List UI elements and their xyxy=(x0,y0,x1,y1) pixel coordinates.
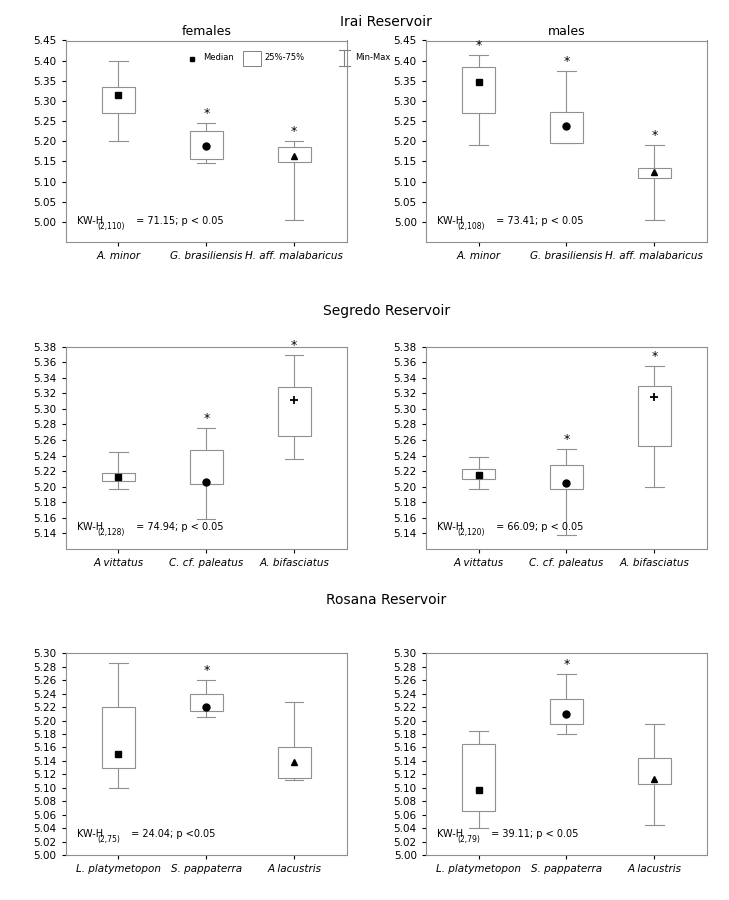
Text: (2,128): (2,128) xyxy=(97,528,125,537)
Bar xyxy=(190,450,223,484)
Text: KW-H: KW-H xyxy=(77,522,103,533)
Title: females: females xyxy=(182,25,231,38)
Bar xyxy=(461,744,495,811)
Text: *: * xyxy=(651,350,658,364)
Bar xyxy=(278,148,311,162)
Text: (2,120): (2,120) xyxy=(457,528,485,537)
Text: = 71.15; p < 0.05: = 71.15; p < 0.05 xyxy=(133,216,223,226)
Text: (2,75): (2,75) xyxy=(97,835,120,844)
Text: (2,79): (2,79) xyxy=(457,835,480,844)
Text: *: * xyxy=(203,411,209,425)
Bar xyxy=(638,167,671,178)
Text: = 73.41; p < 0.05: = 73.41; p < 0.05 xyxy=(493,216,583,226)
Text: *: * xyxy=(475,39,482,51)
Text: Median: Median xyxy=(203,53,234,62)
Title: males: males xyxy=(547,25,585,38)
Text: KW-H: KW-H xyxy=(77,216,103,226)
Bar xyxy=(550,464,583,489)
Text: *: * xyxy=(291,338,297,352)
Bar xyxy=(550,699,583,724)
Bar xyxy=(550,112,583,142)
Bar xyxy=(190,694,223,710)
Text: *: * xyxy=(564,658,569,670)
Text: *: * xyxy=(564,55,569,68)
Text: *: * xyxy=(291,125,297,139)
Bar xyxy=(101,87,135,113)
Text: 25%-75%: 25%-75% xyxy=(264,53,304,62)
Bar xyxy=(278,387,311,436)
Text: Irai Reservoir: Irai Reservoir xyxy=(340,14,432,29)
Text: KW-H: KW-H xyxy=(437,216,463,226)
Text: KW-H: KW-H xyxy=(437,829,463,839)
Text: *: * xyxy=(651,130,658,142)
Text: KW-H: KW-H xyxy=(437,522,463,533)
Text: = 24.04; p <0.05: = 24.04; p <0.05 xyxy=(128,829,215,839)
Text: KW-H: KW-H xyxy=(77,829,103,839)
Bar xyxy=(101,472,135,482)
Bar xyxy=(190,131,223,159)
Bar xyxy=(638,758,671,785)
Text: (2,108): (2,108) xyxy=(457,222,485,231)
Text: Segredo Reservoir: Segredo Reservoir xyxy=(323,303,450,318)
Text: = 74.94; p < 0.05: = 74.94; p < 0.05 xyxy=(133,522,223,533)
Bar xyxy=(461,470,495,479)
Bar xyxy=(461,67,495,113)
Bar xyxy=(278,748,311,778)
Text: *: * xyxy=(203,664,209,677)
Text: *: * xyxy=(564,433,569,446)
Text: Rosana Reservoir: Rosana Reservoir xyxy=(327,593,446,608)
Bar xyxy=(638,386,671,446)
Bar xyxy=(101,707,135,768)
Text: (2,110): (2,110) xyxy=(97,222,125,231)
Text: = 66.09; p < 0.05: = 66.09; p < 0.05 xyxy=(493,522,583,533)
Text: *: * xyxy=(203,107,209,120)
Text: Min-Max: Min-Max xyxy=(356,53,391,62)
Text: = 39.11; p < 0.05: = 39.11; p < 0.05 xyxy=(488,829,578,839)
Bar xyxy=(243,50,261,66)
